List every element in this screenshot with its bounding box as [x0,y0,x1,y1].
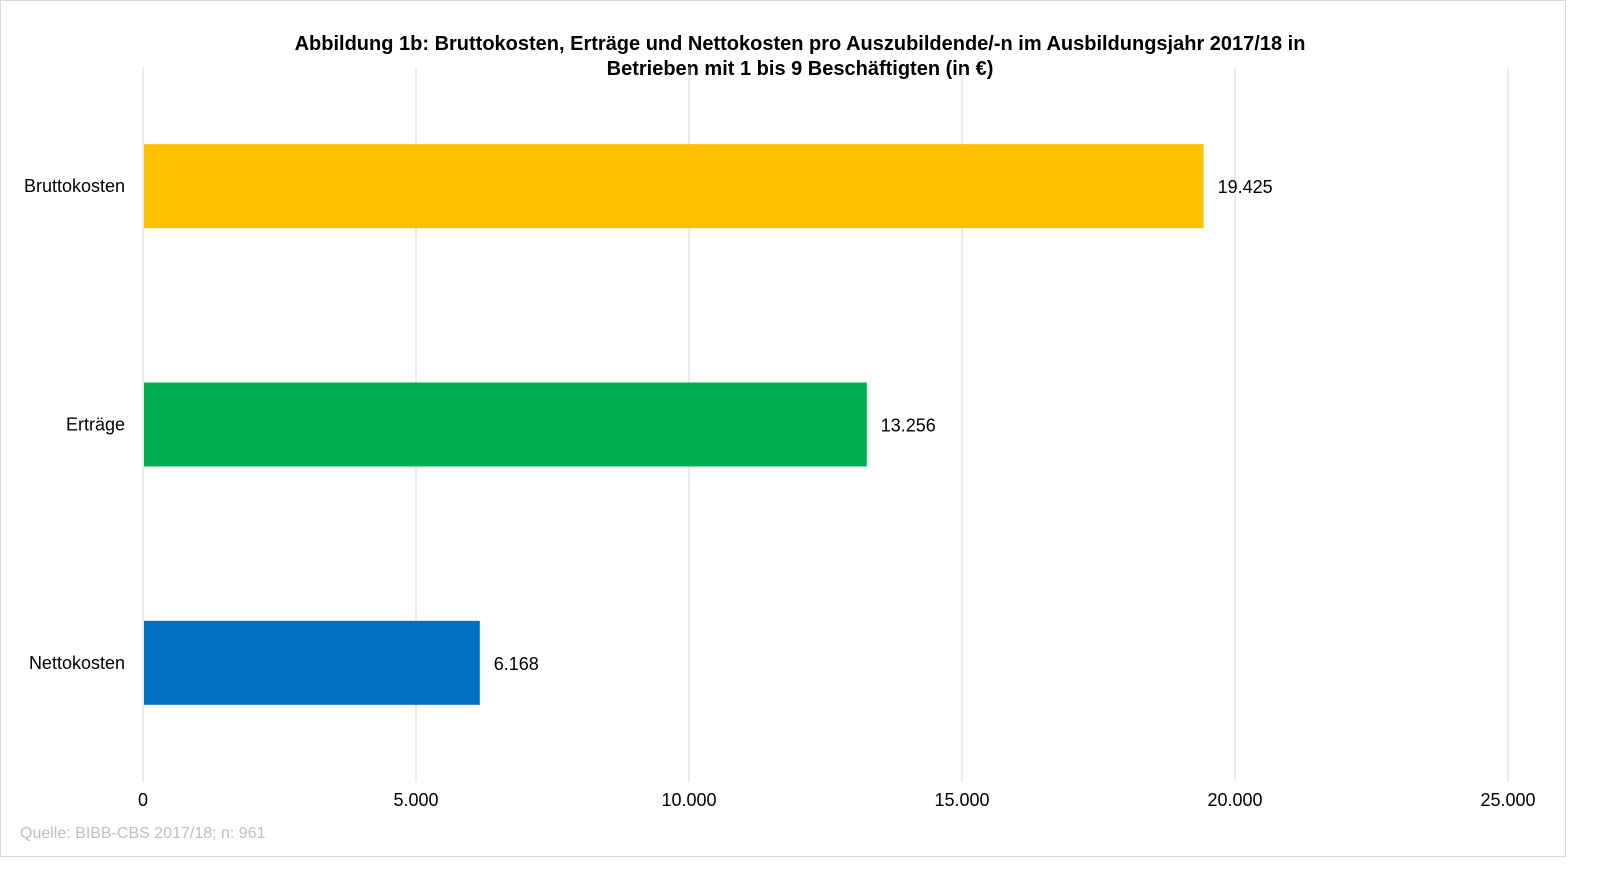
x-tick-label: 0 [138,790,148,810]
chart-frame [0,0,1566,857]
chart-title-line-1: Abbildung 1b: Bruttokosten, Erträge und … [294,33,1306,55]
bar-nettokosten [144,620,480,705]
data-label: 6.168 [494,654,539,674]
x-tick-label: 20.000 [1207,790,1262,810]
category-label: Bruttokosten [24,176,125,196]
bar-ertraege [144,382,867,467]
x-tick-label: 10.000 [661,790,716,810]
x-tick-label: 25.000 [1480,790,1535,810]
x-tick-label: 15.000 [934,790,989,810]
category-label: Erträge [66,415,125,435]
data-label: 13.256 [881,416,936,436]
chart-title-line-2: Betrieben mit 1 bis 9 Beschäftigten (in … [606,58,994,80]
category-label: Nettokosten [29,653,125,673]
bar-bruttokosten [144,144,1204,229]
data-label: 19.425 [1218,177,1273,197]
source-note: Quelle: BIBB-CBS 2017/18; n: 961 [20,825,266,842]
x-tick-label: 5.000 [393,790,438,810]
